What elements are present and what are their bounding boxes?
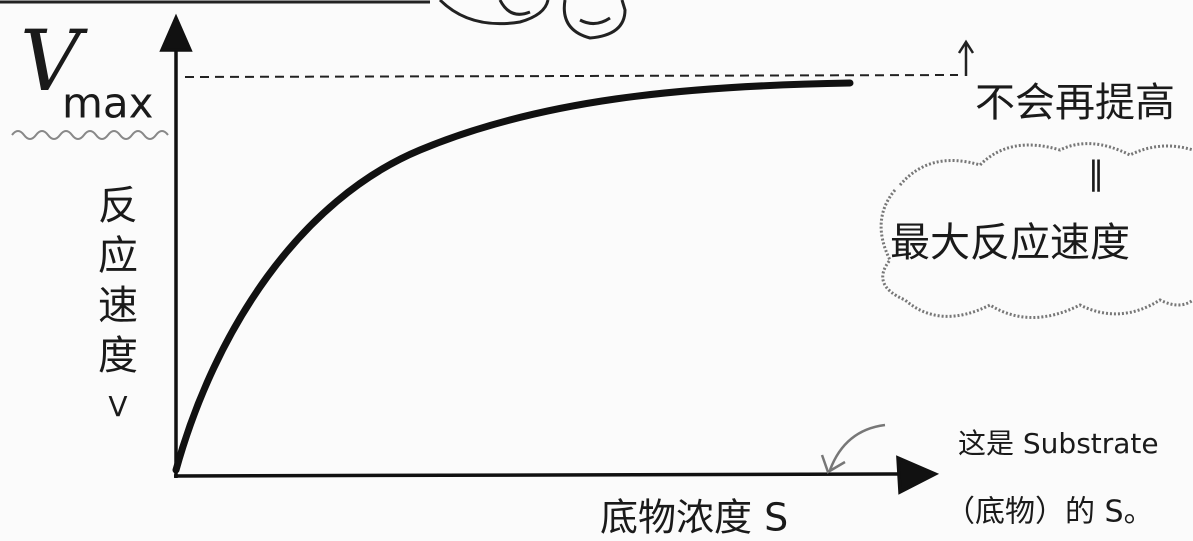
cloud	[879, 142, 1193, 319]
y-axis-label-char: 速	[98, 283, 138, 329]
x-axis-label: 底物浓度 S	[600, 496, 788, 540]
hook-arrow	[820, 423, 886, 474]
wavy-underline	[11, 130, 169, 140]
saturation-curve	[172, 79, 854, 474]
annotation-max-speed: 最大反应速度	[890, 220, 1130, 266]
cartoon-fragment	[0, 0, 627, 40]
axes	[159, 13, 940, 495]
vmax-line	[184, 74, 959, 78]
annotation-substrate-2: （底物）的 S。	[945, 495, 1154, 530]
up-arrow	[957, 39, 975, 76]
y-axis-label-char: 度	[98, 333, 138, 379]
annotation-no-increase: 不会再提高	[975, 80, 1175, 126]
annotation-substrate-1: 这是 Substrate	[958, 427, 1159, 460]
y-axis-arrow	[159, 13, 193, 52]
x-axis	[173, 472, 906, 478]
vmax-sub: max	[62, 79, 154, 128]
vmax-v: V	[20, 12, 88, 110]
y-axis-label-char: 反	[98, 183, 138, 229]
y-axis-label-char: 应	[98, 233, 138, 279]
y-axis-label-char: V	[108, 390, 127, 423]
x-axis-arrow	[896, 455, 940, 495]
annotation-equals: ‖	[1088, 154, 1104, 192]
